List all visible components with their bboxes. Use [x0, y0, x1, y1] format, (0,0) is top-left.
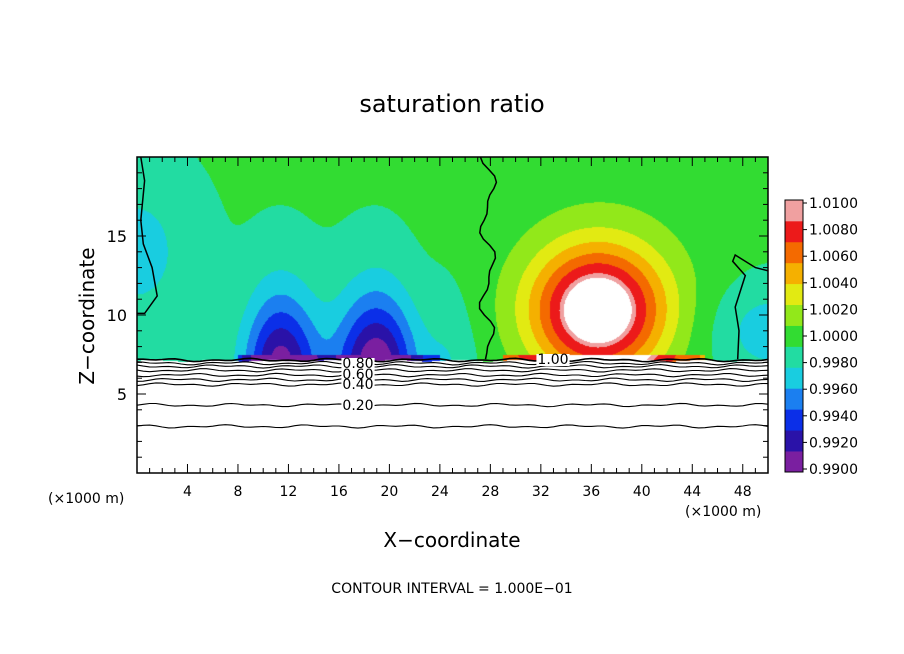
contour-labels: 1.00 0.80 0.60 0.40 0.20	[341, 352, 570, 414]
colorbar-swatch	[785, 220, 803, 243]
contour-line	[137, 364, 768, 369]
colorbar-label: 1.0080	[809, 223, 858, 239]
contour-line	[478, 157, 498, 360]
colorbar-label: 1.0100	[809, 196, 858, 212]
x-tick-label: 36	[582, 484, 600, 500]
colorbar-swatch	[785, 283, 803, 306]
colorbar-label: 1.0040	[809, 276, 858, 292]
x-axis-label: X−coordinate	[383, 528, 520, 552]
contour-label-100: 1.00	[537, 352, 568, 368]
contour-line	[137, 360, 768, 366]
saturation-field	[137, 157, 768, 473]
colorbar-swatch	[785, 325, 803, 347]
contour-label-background	[341, 400, 375, 412]
colorbar: 1.0100 1.0080 1.0060 1.0040 1.0020 1.0000 0.99…	[784, 196, 858, 478]
contour-line	[137, 402, 768, 408]
colorbar-swatch	[785, 304, 803, 326]
colorbar-swatch	[785, 241, 803, 264]
plot-area	[137, 157, 768, 473]
contour-label-background	[536, 354, 570, 366]
contour-lines	[137, 157, 768, 429]
contour-label-080: 0.80	[342, 356, 373, 372]
contour-line	[137, 372, 768, 378]
colorbar-label: 0.9920	[809, 435, 858, 451]
contour-label-background	[341, 369, 375, 381]
contour-line	[137, 368, 768, 373]
contour-line	[137, 424, 768, 429]
x-tick-label: 28	[481, 484, 499, 500]
colorbar-swatch	[785, 262, 803, 285]
colorbar-label: 1.0060	[809, 249, 858, 265]
colorbar-label: 0.9940	[809, 409, 858, 425]
contour-label-020: 0.20	[342, 398, 373, 414]
x-tick-label: 24	[431, 484, 449, 500]
colorbar-swatch	[785, 451, 803, 473]
y-axis: 5 10 15	[107, 172, 768, 458]
colorbar-swatch	[785, 430, 803, 452]
y-axis-label: Z−coordinate	[75, 247, 99, 384]
colorbar-label: 0.9980	[809, 356, 858, 372]
x-tick-label: 32	[532, 484, 550, 500]
x-tick-label: 48	[734, 484, 752, 500]
contour-label-background	[341, 358, 375, 370]
colorbar-swatch	[785, 409, 803, 431]
contour-line	[731, 253, 768, 360]
z-unit-label: (×1000 m)	[48, 491, 124, 507]
x-tick-label: 12	[280, 484, 298, 500]
contour-label-040: 0.40	[342, 377, 373, 393]
contour-interval-note: CONTOUR INTERVAL = 1.000E−01	[331, 581, 572, 597]
y-tick-label: 5	[117, 385, 127, 404]
y-tick-label: 15	[107, 227, 127, 246]
contour-line	[137, 377, 768, 382]
colorbar-label: 0.9900	[809, 462, 858, 478]
colorbar-swatch	[785, 388, 803, 410]
contour-line	[137, 357, 768, 363]
contour-line	[137, 157, 158, 315]
colorbar-label: 1.0000	[809, 329, 858, 345]
colorbar-label: 1.0020	[809, 302, 858, 318]
x-tick-label: 16	[330, 484, 348, 500]
contour-label-background	[341, 379, 375, 391]
y-tick-label: 10	[107, 306, 127, 325]
colorbar-label: 0.9960	[809, 382, 858, 398]
x-unit-label: (×1000 m)	[685, 504, 761, 520]
x-axis: 4 8 12 16 20 24 28 32 36 40 44 48	[149, 157, 756, 500]
x-tick-label: 4	[183, 484, 192, 500]
x-tick-label: 20	[380, 484, 398, 500]
colorbar-swatch	[785, 346, 803, 368]
x-tick-label: 40	[633, 484, 651, 500]
chart-title: saturation ratio	[359, 90, 544, 118]
x-tick-label: 44	[683, 484, 701, 500]
x-tick-label: 8	[233, 484, 242, 500]
contour-line	[137, 382, 768, 387]
colorbar-swatch	[785, 367, 803, 389]
colorbar-swatch	[785, 200, 803, 222]
